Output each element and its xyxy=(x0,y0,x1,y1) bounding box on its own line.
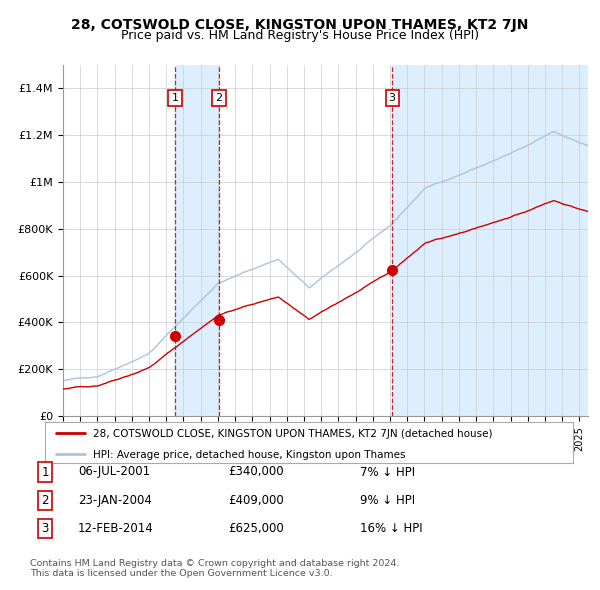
Text: 7% ↓ HPI: 7% ↓ HPI xyxy=(360,466,415,478)
Text: 3: 3 xyxy=(389,93,395,103)
Text: 2: 2 xyxy=(215,93,223,103)
Text: Contains HM Land Registry data © Crown copyright and database right 2024.: Contains HM Land Registry data © Crown c… xyxy=(30,559,400,568)
Text: 23-JAN-2004: 23-JAN-2004 xyxy=(78,494,152,507)
Text: 9% ↓ HPI: 9% ↓ HPI xyxy=(360,494,415,507)
Text: 1: 1 xyxy=(172,93,179,103)
Text: 1: 1 xyxy=(41,466,49,478)
Text: 28, COTSWOLD CLOSE, KINGSTON UPON THAMES, KT2 7JN: 28, COTSWOLD CLOSE, KINGSTON UPON THAMES… xyxy=(71,18,529,32)
Bar xyxy=(175,65,219,416)
Text: HPI: Average price, detached house, Kingston upon Thames: HPI: Average price, detached house, King… xyxy=(92,450,405,460)
Text: 2: 2 xyxy=(41,494,49,507)
Text: Price paid vs. HM Land Registry's House Price Index (HPI): Price paid vs. HM Land Registry's House … xyxy=(121,30,479,42)
Text: £409,000: £409,000 xyxy=(228,494,284,507)
Text: 3: 3 xyxy=(41,522,49,535)
Text: 28, COTSWOLD CLOSE, KINGSTON UPON THAMES, KT2 7JN (detached house): 28, COTSWOLD CLOSE, KINGSTON UPON THAMES… xyxy=(92,430,492,439)
Text: This data is licensed under the Open Government Licence v3.0.: This data is licensed under the Open Gov… xyxy=(30,569,332,578)
Text: £625,000: £625,000 xyxy=(228,522,284,535)
Text: £340,000: £340,000 xyxy=(228,466,284,478)
Text: 06-JUL-2001: 06-JUL-2001 xyxy=(78,466,150,478)
Text: 16% ↓ HPI: 16% ↓ HPI xyxy=(360,522,422,535)
Bar xyxy=(392,65,588,416)
Text: 12-FEB-2014: 12-FEB-2014 xyxy=(78,522,154,535)
